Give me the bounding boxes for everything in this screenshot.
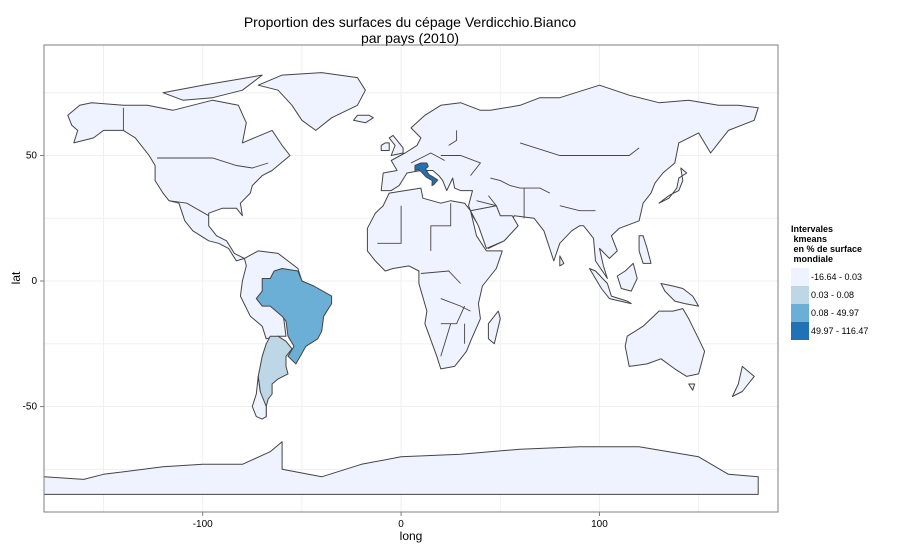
map-title: Proportion des surfaces du cépage Verdic… bbox=[0, 14, 820, 46]
country-border bbox=[519, 142, 640, 156]
panel-border bbox=[43, 44, 779, 513]
country-border bbox=[420, 270, 461, 284]
land-arctic-islands bbox=[162, 74, 263, 101]
land-italy bbox=[414, 162, 439, 187]
x-tick-label: 100 bbox=[591, 519, 608, 530]
land-iceland bbox=[353, 114, 374, 124]
land-borneo bbox=[616, 262, 638, 292]
country-border bbox=[490, 177, 551, 194]
legend-title: Intervales kmeans en % de surface mondia… bbox=[791, 224, 863, 264]
legend-swatch bbox=[791, 268, 809, 286]
legend-label: 49.97 - 116.47 bbox=[811, 326, 869, 336]
legend-swatch bbox=[791, 322, 809, 340]
country-border bbox=[448, 130, 458, 146]
land-antarctica bbox=[43, 441, 759, 495]
land-new-zealand bbox=[731, 365, 755, 397]
country-border bbox=[440, 298, 471, 312]
x-tick-label: 0 bbox=[398, 519, 404, 530]
legend-item: -16.64 - 0.03 bbox=[791, 268, 868, 286]
title-line-1: Proportion des surfaces du cépage Verdic… bbox=[243, 14, 577, 30]
country-border bbox=[440, 305, 466, 325]
land-ireland bbox=[380, 142, 390, 151]
land-australia bbox=[624, 308, 706, 377]
axis-ticks: -100 0 100 50 0 -50 bbox=[23, 150, 609, 530]
country-border bbox=[476, 195, 498, 207]
legend-swatch bbox=[791, 304, 809, 322]
country-border bbox=[157, 157, 269, 169]
land-sri-lanka bbox=[559, 255, 565, 267]
country-border bbox=[440, 155, 482, 176]
land-greenland bbox=[257, 72, 366, 131]
y-axis-title: lat bbox=[9, 271, 23, 284]
legend-label: 0.03 - 0.08 bbox=[811, 290, 855, 300]
legend: Intervales kmeans en % de surface mondia… bbox=[791, 224, 868, 340]
legend-items: -16.64 - 0.03 0.03 - 0.08 0.08 - 49.97 49.9… bbox=[791, 268, 868, 340]
legend-label: 0.08 - 49.97 bbox=[811, 308, 860, 318]
country-border bbox=[430, 203, 452, 251]
country-border bbox=[168, 200, 209, 217]
land-arabia-peninsula bbox=[470, 205, 519, 249]
land-eurasia bbox=[380, 84, 759, 279]
land-madagascar bbox=[487, 310, 501, 345]
legend-item: 0.03 - 0.08 bbox=[791, 286, 868, 304]
legend-item: 49.97 - 116.47 bbox=[791, 322, 868, 340]
x-tick-label: -100 bbox=[193, 519, 213, 530]
country-border bbox=[440, 323, 452, 357]
land-japan bbox=[658, 167, 688, 204]
title-line-2: par pays (2010) bbox=[360, 30, 460, 46]
y-tick-label: 0 bbox=[31, 276, 37, 287]
land-indonesia bbox=[589, 268, 632, 305]
x-axis-title: long bbox=[400, 529, 423, 543]
land-tasmania bbox=[688, 383, 696, 391]
legend-swatch bbox=[791, 286, 809, 304]
legend-label: -16.64 - 0.03 bbox=[811, 272, 863, 282]
land-brazil bbox=[255, 268, 333, 365]
y-tick-label: 50 bbox=[26, 150, 38, 161]
land-layer bbox=[43, 72, 759, 495]
legend-item: 0.08 - 49.97 bbox=[791, 304, 868, 322]
land-north-america bbox=[67, 99, 291, 262]
country-border bbox=[377, 205, 402, 244]
y-tick-label: -50 bbox=[23, 402, 38, 413]
land-philippines bbox=[638, 235, 652, 264]
country-border bbox=[559, 205, 596, 212]
land-new-guinea bbox=[660, 283, 700, 307]
land-britain bbox=[388, 134, 404, 156]
country-border bbox=[410, 152, 445, 164]
land-chile-south bbox=[251, 375, 267, 420]
